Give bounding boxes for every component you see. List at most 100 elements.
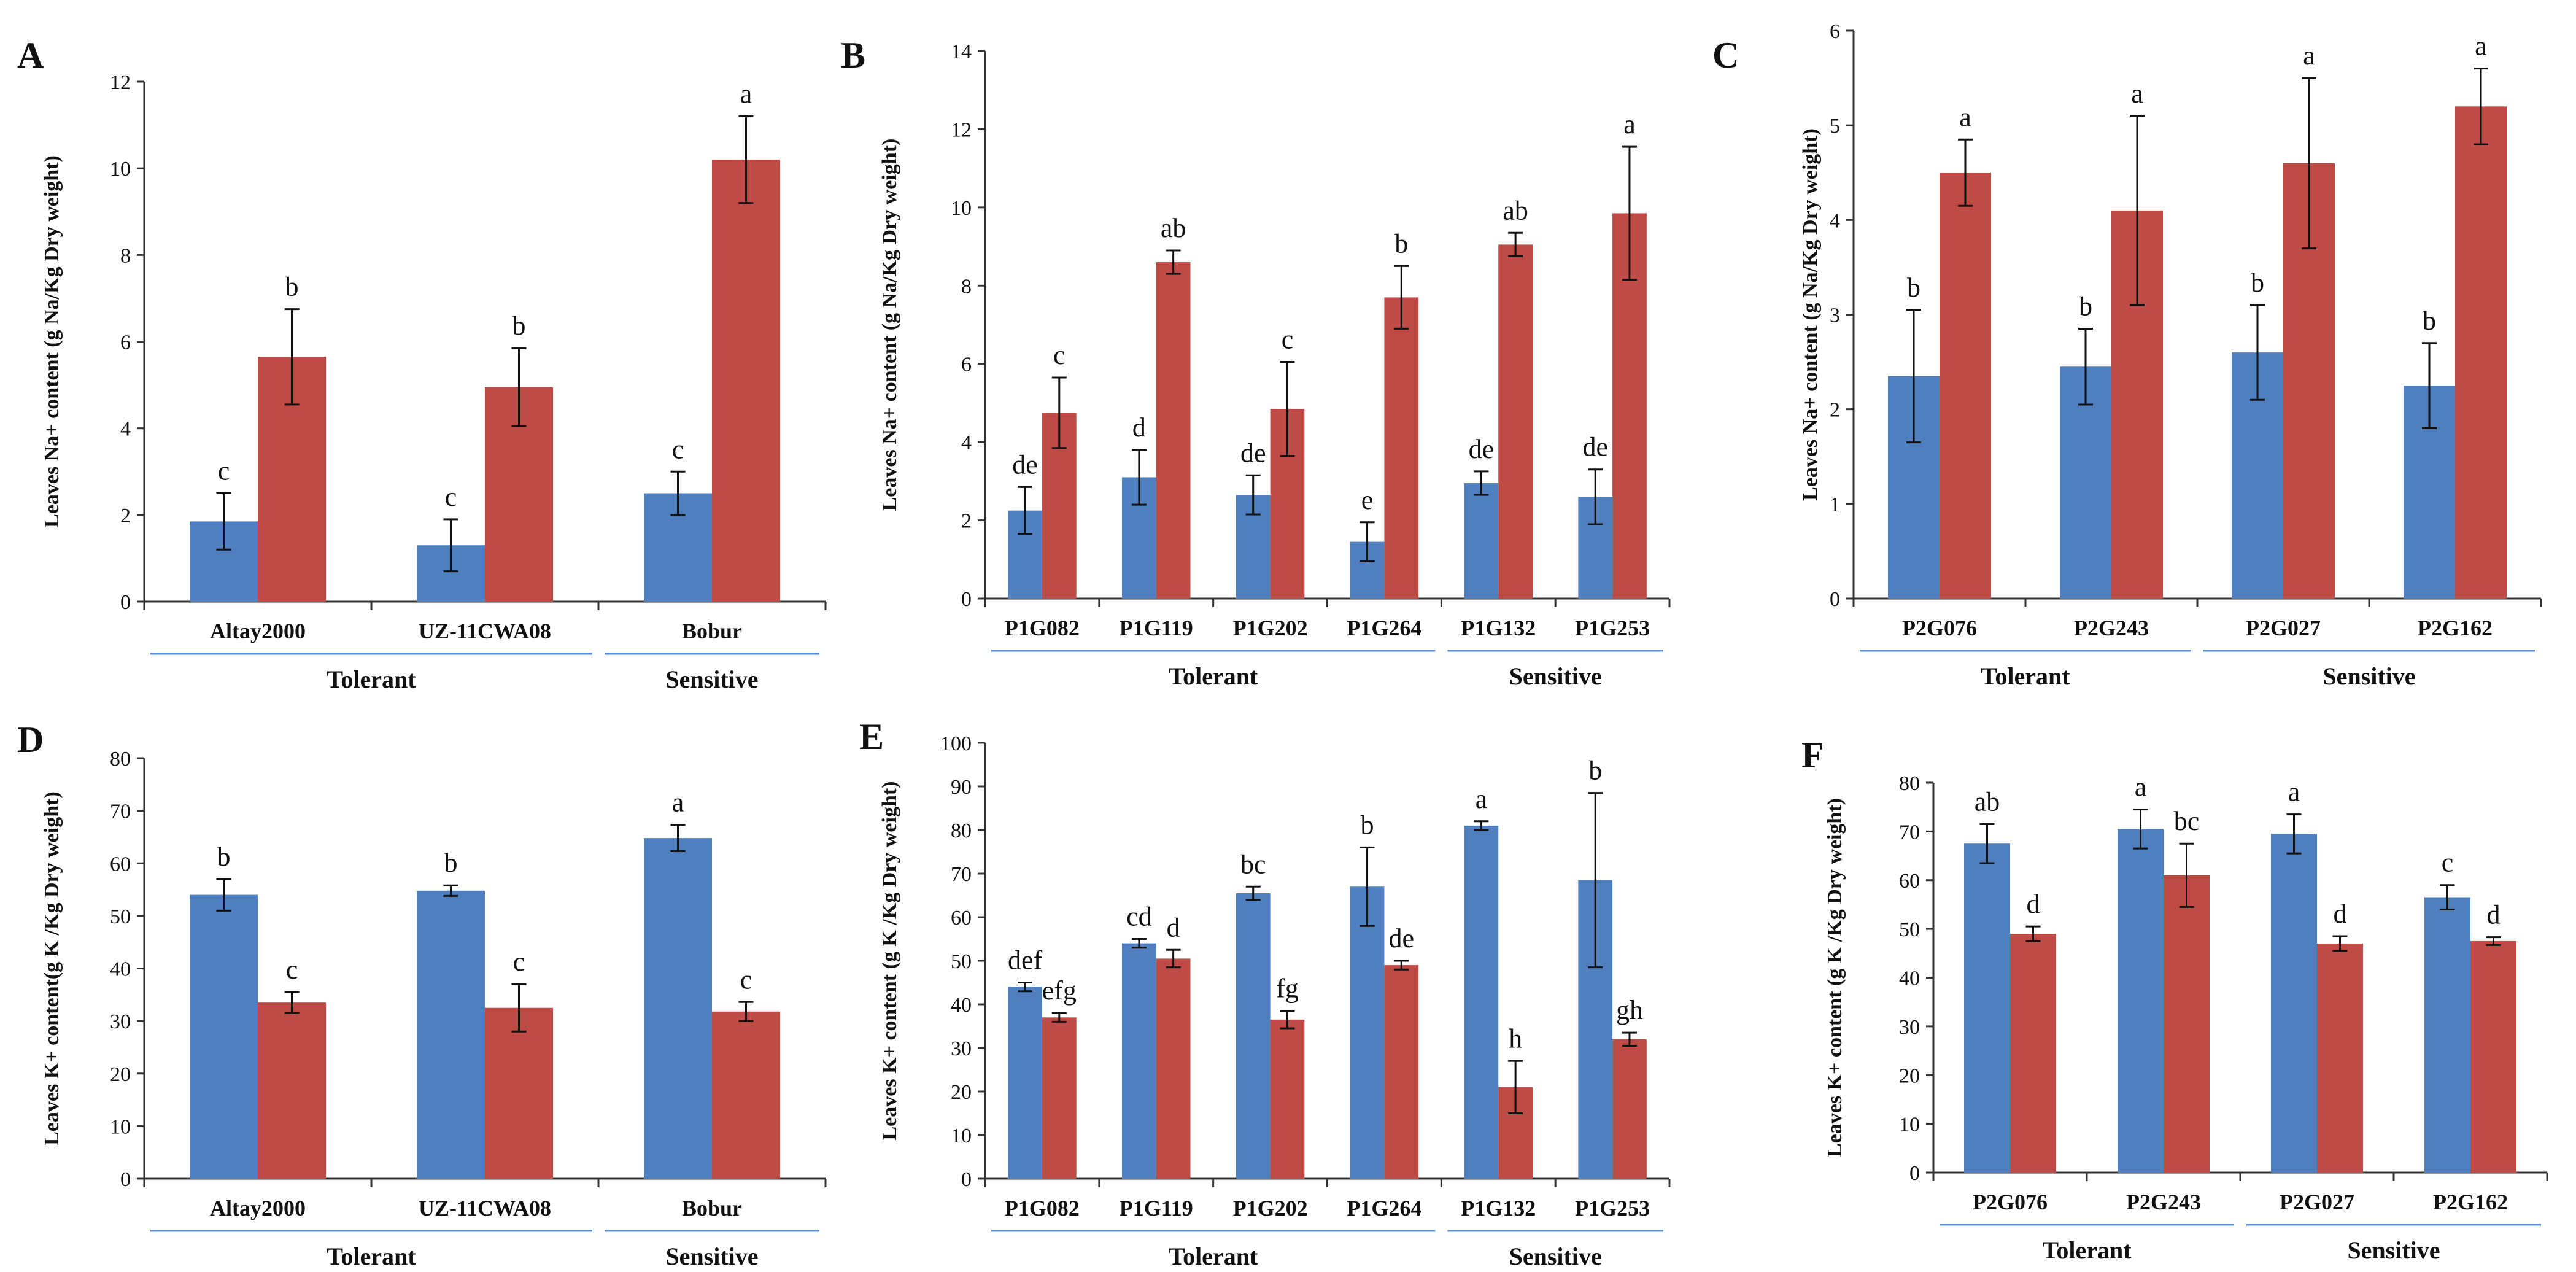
chart-b-y-tick-label: 0: [961, 588, 972, 611]
chart-c-category-label: P2G162: [2418, 616, 2493, 640]
chart-d-category-label: UZ-11CWA08: [419, 1196, 551, 1220]
chart-a-group-label: Sensitive: [665, 665, 758, 693]
chart-b-category-label: P1G264: [1347, 616, 1421, 640]
chart-e-significance-label: fg: [1276, 974, 1299, 1004]
chart-f-bar-salt: [2164, 875, 2210, 1173]
chart-b-group-label: Sensitive: [1509, 662, 1602, 690]
chart-b-bar-control: [1464, 483, 1499, 599]
chart-f-significance-label: d: [2334, 899, 2347, 929]
chart-d-bar-salt: [485, 1007, 553, 1179]
chart-f-category-label: P2G027: [2280, 1190, 2354, 1214]
chart-e-significance-label: efg: [1042, 975, 1077, 1006]
chart-f-bar-control: [2424, 897, 2470, 1173]
chart-e-category-label: P1G264: [1347, 1196, 1421, 1220]
chart-c-category-label: P2G027: [2246, 616, 2321, 640]
chart-f-bar-control: [1964, 843, 2010, 1173]
chart-f-y-tick-label: 0: [1909, 1162, 1920, 1185]
chart-e-y-tick-label: 40: [951, 994, 972, 1017]
chart-c-significance-label: b: [1907, 273, 1920, 303]
chart-d-group-label: Tolerant: [327, 1243, 416, 1270]
chart-b-significance-label: a: [1623, 109, 1636, 139]
chart-e-significance-label: b: [1588, 756, 1602, 786]
chart-b-category-label: P1G253: [1575, 616, 1650, 640]
chart-e-y-tick-label: 50: [951, 950, 972, 973]
chart-b-significance-label: de: [1240, 438, 1266, 468]
chart-b-significance-label: b: [1394, 228, 1408, 258]
chart-b-significance-label: c: [1282, 325, 1294, 355]
chart-b-category-label: P1G132: [1461, 616, 1536, 640]
chart-a-y-tick-label: 2: [120, 505, 131, 527]
chart-c-significance-label: a: [2475, 31, 2487, 61]
chart-a-significance-label: c: [445, 482, 457, 512]
chart-d-category-label: Bobur: [682, 1196, 742, 1220]
chart-a-group-label: Tolerant: [327, 665, 416, 693]
chart-a-category-label: Altay2000: [210, 619, 306, 643]
chart-e-y-tick-label: 80: [951, 820, 972, 842]
chart-d-group-label: Sensitive: [665, 1243, 758, 1270]
chart-c-group-label: Sensitive: [2323, 662, 2415, 690]
chart-f-bar-control: [2271, 834, 2317, 1173]
chart-e-y-tick-label: 70: [951, 863, 972, 886]
chart-d-bar-control: [644, 838, 712, 1179]
chart-f-y-tick-label: 50: [1899, 918, 1920, 941]
chart-b-y-label: Leaves Na+ content (g Na/Kg Dry weight): [878, 139, 901, 511]
chart-d-significance-label: c: [740, 964, 752, 995]
chart-e-category-label: P1G082: [1005, 1196, 1080, 1220]
chart-b-category-label: P1G202: [1233, 616, 1308, 640]
chart-e-bar-control: [1008, 987, 1042, 1179]
chart-d-significance-label: c: [286, 955, 298, 985]
chart-c-y-tick-label: 2: [1830, 399, 1840, 422]
chart-c-y-tick-label: 0: [1830, 588, 1840, 611]
chart-a-y-tick-label: 10: [110, 158, 131, 180]
chart-d-significance-label: a: [672, 788, 684, 818]
chart-e-bar-salt: [1042, 1017, 1077, 1179]
chart-b-significance-label: d: [1132, 413, 1146, 443]
chart-c-significance-label: a: [1959, 102, 1971, 132]
chart-c-significance-label: b: [2079, 292, 2092, 322]
chart-f-category-label: P2G076: [1973, 1190, 2048, 1214]
chart-f-bar-salt: [2317, 943, 2363, 1173]
chart-f-y-tick-label: 20: [1899, 1065, 1920, 1087]
chart-e-significance-label: b: [1361, 810, 1374, 840]
chart-b-significance-label: c: [1053, 340, 1066, 370]
chart-b-significance-label: de: [1469, 434, 1495, 464]
chart-d-bar-salt: [258, 1002, 326, 1179]
chart-e-significance-label: def: [1008, 945, 1043, 975]
chart-e-bar-salt: [1270, 1019, 1305, 1179]
chart-b-y-tick-label: 6: [961, 354, 972, 376]
chart-a-significance-label: a: [740, 79, 752, 109]
chart-c-significance-label: b: [2251, 268, 2264, 298]
chart-c-y-tick-label: 1: [1830, 494, 1840, 516]
chart-a-significance-label: b: [512, 311, 526, 341]
chart-a-category-label: Bobur: [682, 619, 742, 643]
chart-a-y-tick-label: 12: [110, 71, 131, 94]
chart-a-bar-salt: [712, 160, 780, 602]
chart-d-y-tick-label: 10: [110, 1115, 131, 1138]
chart-f-significance-label: d: [2027, 889, 2040, 919]
chart-a-y-tick-label: 4: [120, 418, 131, 441]
chart-e-significance-label: d: [1167, 912, 1180, 942]
chart-c-y-tick-label: 4: [1830, 209, 1840, 232]
chart-f-panel-label: F: [1801, 735, 1824, 775]
chart-b-y-tick-label: 8: [961, 275, 972, 298]
chart-b-category-label: P1G119: [1120, 616, 1193, 640]
chart-e-significance-label: cd: [1126, 902, 1152, 932]
chart-f-significance-label: c: [2442, 848, 2454, 878]
chart-e-y-tick-label: 10: [951, 1125, 972, 1147]
chart-e-significance-label: gh: [1616, 995, 1643, 1025]
chart-e-bar-control: [1350, 886, 1385, 1179]
chart-f-y-tick-label: 10: [1899, 1114, 1920, 1136]
chart-d-y-tick-label: 30: [110, 1010, 131, 1033]
chart-a-category-label: UZ-11CWA08: [419, 619, 551, 643]
chart-f-category-label: P2G243: [2126, 1190, 2201, 1214]
chart-d-y-tick-label: 20: [110, 1063, 131, 1086]
chart-b-significance-label: ab: [1503, 195, 1528, 225]
chart-d-y-tick-label: 70: [110, 801, 131, 823]
chart-e-bar-control: [1464, 825, 1499, 1179]
chart-e-significance-label: bc: [1240, 849, 1266, 879]
chart-c-significance-label: a: [2131, 79, 2143, 109]
chart-c-bar-salt: [1940, 173, 1991, 599]
chart-f-category-label: P2G162: [2433, 1190, 2508, 1214]
chart-b-significance-label: ab: [1161, 213, 1186, 243]
